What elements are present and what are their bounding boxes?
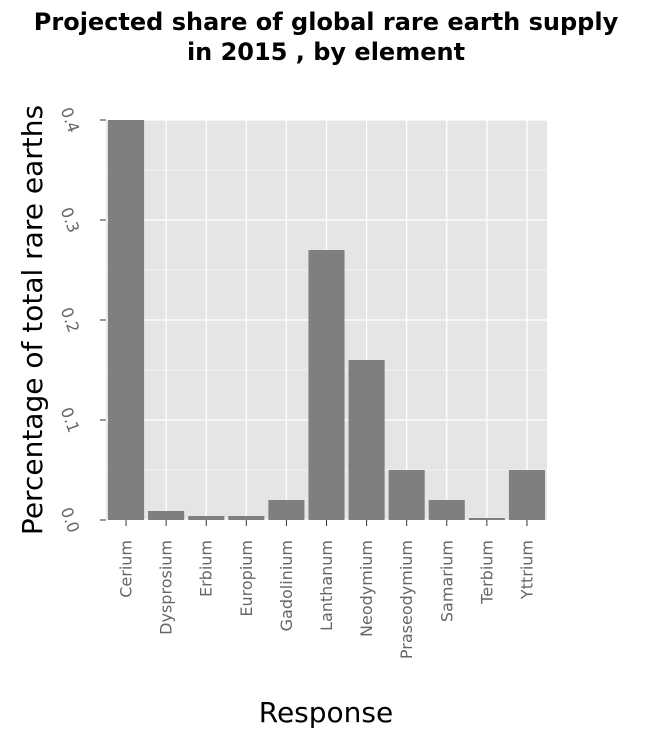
y-axis-label: Percentage of total rare earths [16,105,49,535]
bar-dysprosium [148,511,185,520]
y-tick-label: 0.3 [57,205,84,235]
bar-gadolinium [268,500,305,520]
y-axis: 0.0 0.1 0.2 0.3 0.4 [57,105,106,535]
x-axis: Cerium Dysprosium Erbium Europium Gadolinium… [117,520,536,659]
bar-terbium [468,518,505,520]
bar-neodymium [348,360,385,520]
chart-title-line-1: Projected share of global rare earth sup… [34,8,619,36]
bar-erbium [188,516,225,520]
x-axis-label: Response [259,696,393,729]
x-tick-label: Terbium [477,540,496,605]
bar-europium [228,516,265,520]
bars [108,120,545,520]
bar-cerium [108,120,145,520]
bar-praseodymium [388,470,425,520]
y-tick-label: 0.4 [57,105,84,135]
bar-samarium [428,500,465,520]
y-tick-label: 0.2 [57,305,84,335]
x-tick-label: Erbium [197,540,216,597]
bar-yttrium [508,470,545,520]
y-tick-label: 0.0 [57,505,84,535]
x-tick-label: Lanthanum [317,540,336,631]
x-tick-label: Europium [237,540,256,617]
x-tick-label: Gadolinium [277,540,296,631]
x-tick-label: Samarium [437,540,456,622]
x-tick-label: Praseodymium [397,540,416,659]
x-tick-label: Yttrium [517,540,536,600]
bar-lanthanum [308,250,345,520]
x-tick-label: Cerium [117,540,136,598]
x-tick-label: Neodymium [357,540,376,637]
x-tick-label: Dysprosium [157,540,176,635]
y-tick-label: 0.1 [57,405,84,435]
chart-title-line-2: in 2015 , by element [187,38,465,66]
